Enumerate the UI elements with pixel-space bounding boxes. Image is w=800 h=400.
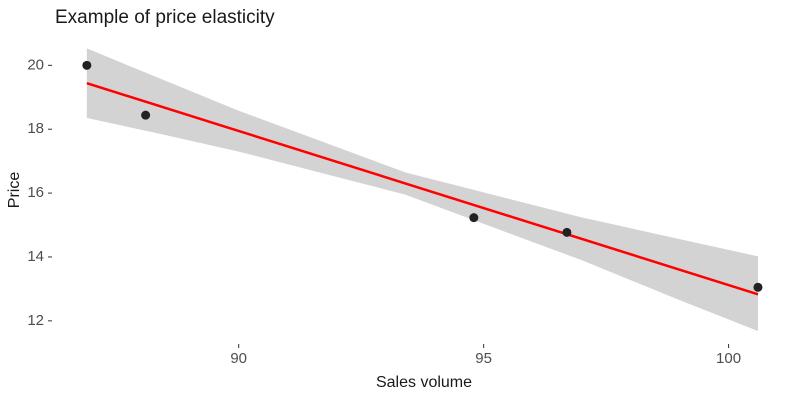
x-tick-label: 95 xyxy=(475,350,492,367)
point xyxy=(753,282,763,292)
y-tick-label: 16 xyxy=(27,184,44,201)
x-tick-label: 100 xyxy=(716,350,741,367)
point xyxy=(82,60,92,70)
x-axis-title: Sales volume xyxy=(376,374,472,391)
y-tick-label: 14 xyxy=(27,248,44,265)
fit-line xyxy=(86,82,759,296)
y-tick-label: 12 xyxy=(27,312,44,329)
y-tick-label: 18 xyxy=(27,120,44,137)
y-tick-label: 20 xyxy=(27,56,44,73)
point xyxy=(562,227,572,237)
x-tick-label: 90 xyxy=(230,350,247,367)
y-axis-title: Price xyxy=(6,172,23,209)
point xyxy=(469,213,479,223)
point xyxy=(141,110,151,120)
chart-title: Example of price elasticity xyxy=(55,7,275,28)
